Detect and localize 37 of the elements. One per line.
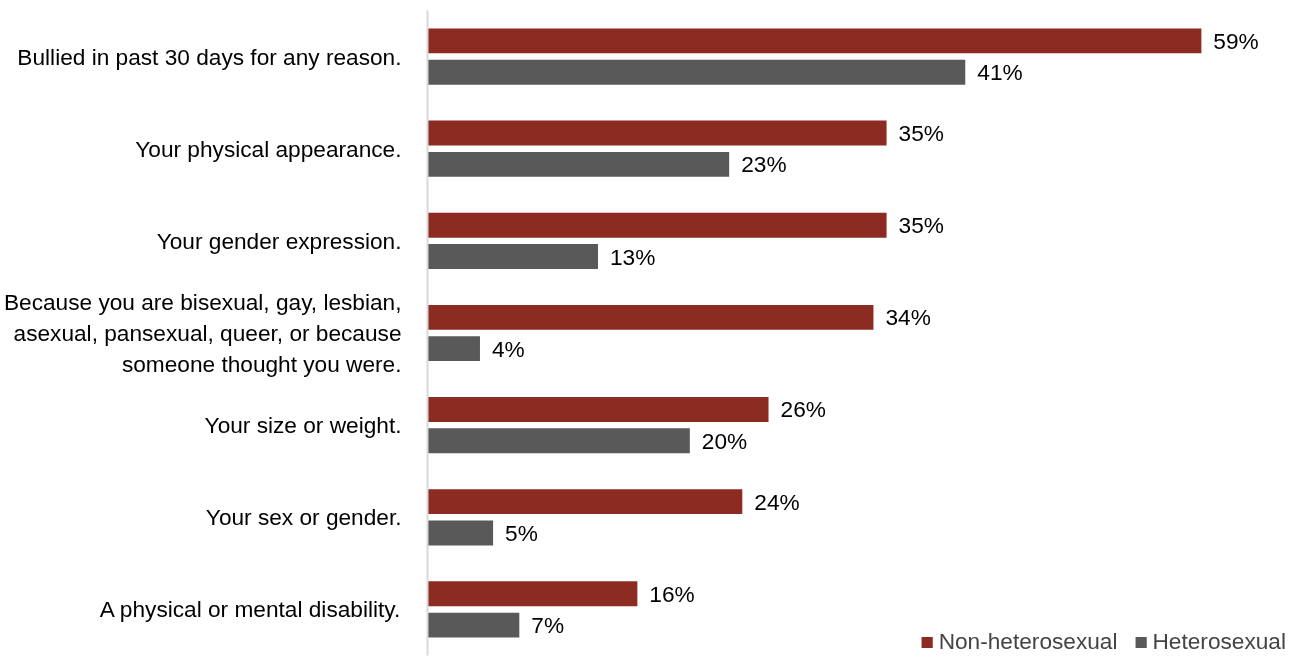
- data-label: 34%: [885, 304, 931, 331]
- data-label: 35%: [898, 212, 944, 239]
- legend-label: Non-heterosexual: [938, 628, 1118, 655]
- data-label: 16%: [649, 580, 695, 607]
- y-tick-label: A physical or mental disability.: [99, 596, 401, 623]
- data-label: 41%: [977, 59, 1023, 86]
- bar: [427, 28, 1202, 54]
- bar: [427, 520, 494, 546]
- y-tick-label: Your sex or gender.: [205, 504, 402, 531]
- bar: [427, 336, 480, 362]
- bar: [427, 612, 520, 638]
- legend-label: Heterosexual: [1152, 628, 1286, 655]
- data-label: 26%: [780, 396, 826, 423]
- bar: [427, 212, 887, 238]
- data-label: 59%: [1213, 27, 1259, 54]
- data-label: 35%: [898, 120, 944, 147]
- y-tick-label: Your physical appearance.: [135, 135, 402, 162]
- bar: [427, 120, 887, 146]
- bar: [427, 581, 638, 607]
- bar: [427, 59, 966, 85]
- y-tick-label: Bullied in past 30 days for any reason.: [17, 43, 402, 70]
- bar: [427, 304, 874, 330]
- bar: [427, 151, 730, 177]
- data-label: 23%: [741, 151, 787, 178]
- data-label: 24%: [754, 488, 800, 515]
- bar: [427, 489, 743, 515]
- y-tick-label: Your size or weight.: [204, 412, 402, 439]
- data-label: 7%: [531, 612, 565, 639]
- y-tick-label: Because you are bisexual, gay, lesbian, asexual, pansexual, queer, or because someone thought you were.: [3, 288, 402, 378]
- data-label: 20%: [701, 427, 748, 454]
- data-label: 13%: [610, 243, 656, 270]
- bar: [427, 428, 690, 454]
- data-label: 5%: [505, 519, 538, 546]
- bar: [427, 397, 769, 422]
- bar: [427, 244, 599, 269]
- data-label: 4%: [491, 335, 525, 362]
- y-tick-label: Your gender expression.: [156, 227, 402, 254]
